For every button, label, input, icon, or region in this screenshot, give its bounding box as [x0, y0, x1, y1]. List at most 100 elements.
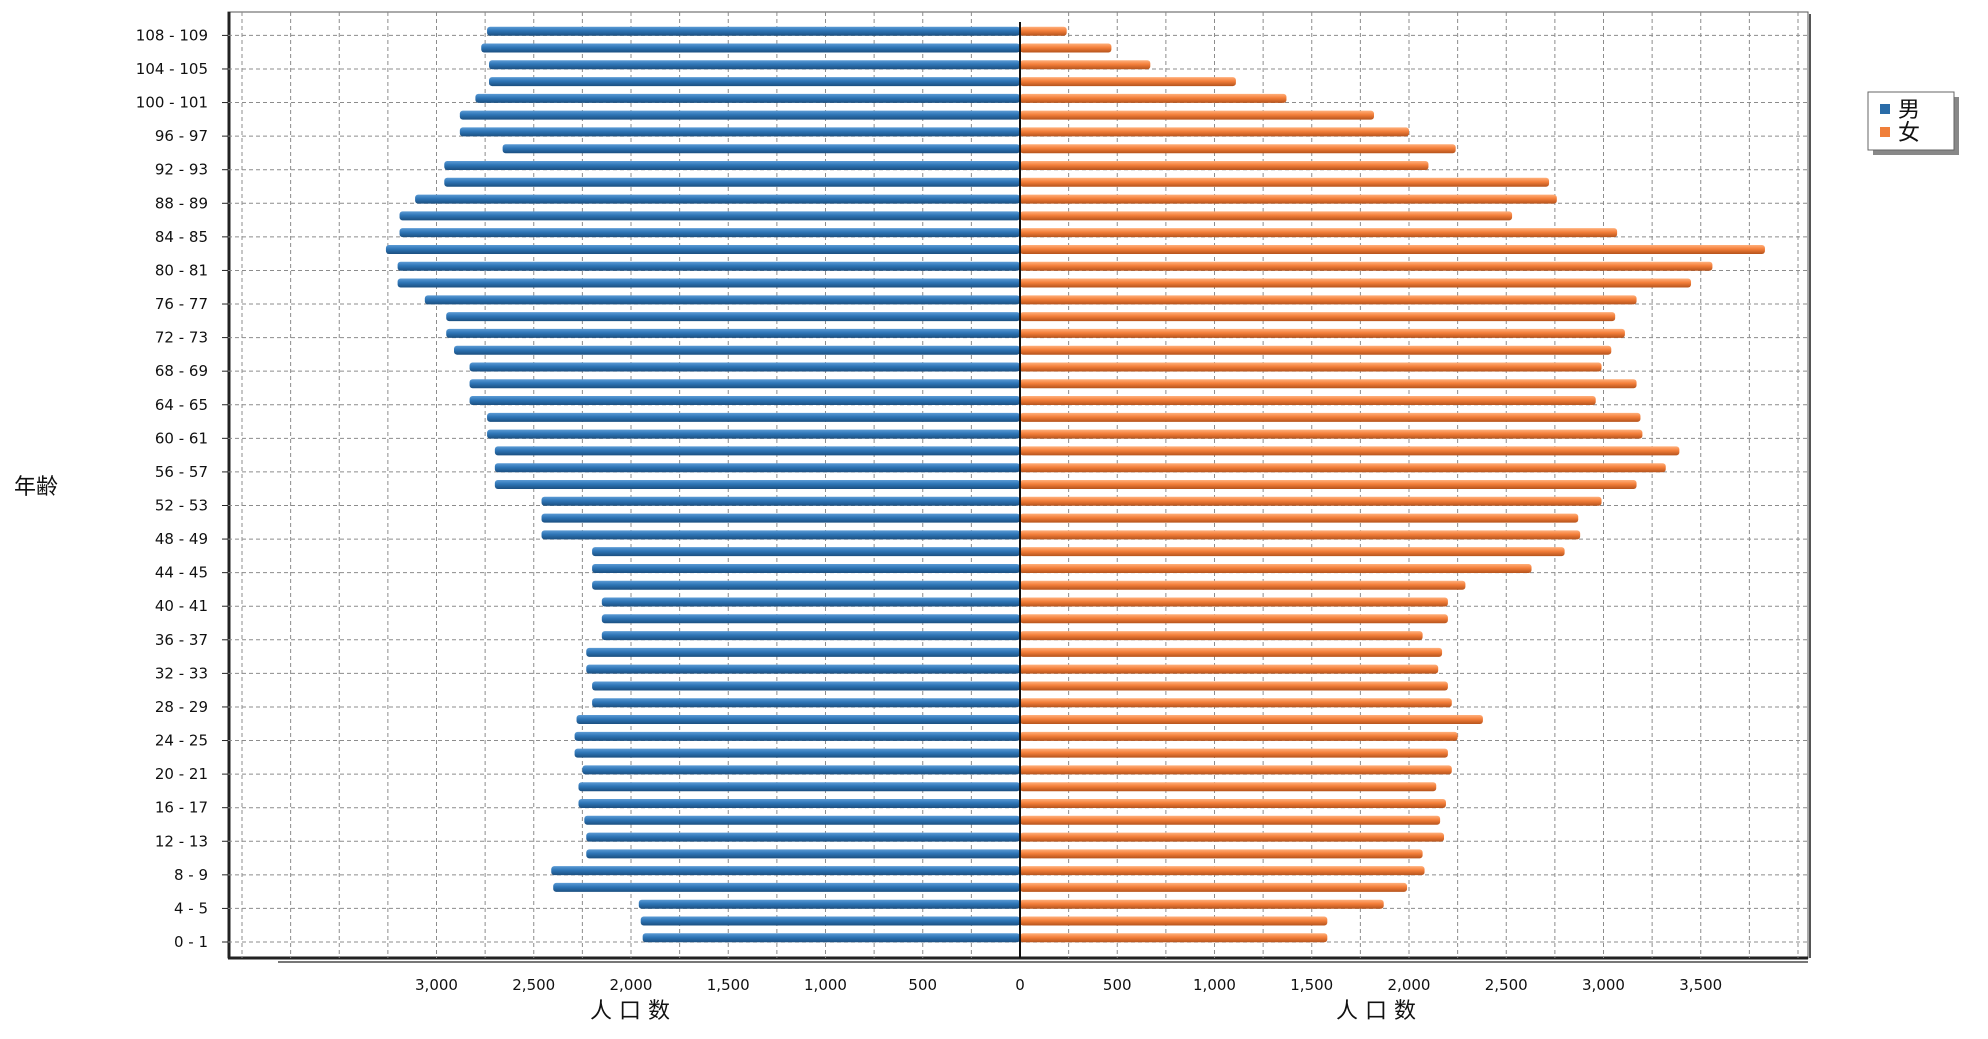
bar-female — [1020, 580, 1466, 590]
y-tick-labels: 0 - 1 4 - 5 8 - 9 12 - 13 16 - 17 20 - 21 24 -… — [136, 26, 228, 951]
bar-female — [1020, 60, 1151, 70]
bar-male — [638, 899, 1020, 909]
bar-male — [397, 261, 1021, 271]
x-tick-label: 3,000 — [1582, 976, 1625, 994]
bar-female — [1020, 698, 1452, 708]
y-tick-label: 16 - 17 — [155, 799, 208, 817]
bar-female — [1020, 312, 1616, 322]
bar-female — [1020, 177, 1550, 187]
bar-female — [1020, 396, 1596, 406]
bar-female — [1020, 110, 1374, 120]
bar-male — [578, 782, 1020, 792]
y-tick-label: 52 - 53 — [155, 496, 208, 514]
bar-male — [586, 664, 1020, 674]
x-tick-label: 500 — [908, 976, 937, 994]
bar-male — [469, 396, 1020, 406]
bar-male — [541, 513, 1020, 523]
y-tick-label: 44 - 45 — [155, 564, 208, 582]
y-tick-label: 76 - 77 — [155, 295, 208, 313]
bar-female — [1020, 899, 1384, 909]
bar-male — [459, 127, 1021, 137]
bar-male — [586, 832, 1020, 842]
bar-female — [1020, 295, 1637, 305]
y-tick-label: 28 - 29 — [155, 698, 208, 716]
x-tick-label: 500 — [1103, 976, 1132, 994]
bar-female — [1020, 530, 1581, 540]
bar-male — [601, 614, 1020, 624]
y-tick-label: 8 - 9 — [174, 866, 208, 884]
bar-male — [494, 480, 1021, 489]
y-tick-label: 100 - 101 — [136, 94, 208, 112]
x-tick-label: 1,000 — [804, 976, 847, 994]
bar-male — [489, 60, 1020, 70]
legend-box — [1867, 91, 1955, 151]
x-tick-label: 1,000 — [1193, 976, 1236, 994]
legend-swatch-male — [1880, 104, 1890, 114]
y-tick-label: 104 - 105 — [136, 60, 208, 78]
bar-male — [592, 563, 1020, 573]
bar-female — [1020, 933, 1328, 943]
y-tick-label: 72 - 73 — [155, 329, 208, 347]
bar-female — [1020, 849, 1423, 859]
bar-male — [640, 916, 1020, 926]
y-axis-title: 年齢 — [14, 475, 58, 500]
y-tick-label: 0 - 1 — [174, 933, 208, 951]
bar-female — [1020, 362, 1602, 372]
bar-male — [487, 412, 1020, 422]
bar-male — [459, 110, 1021, 120]
bar-female — [1020, 681, 1448, 691]
y-tick-label: 56 - 57 — [155, 463, 208, 481]
bar-female — [1020, 429, 1643, 439]
bar-female — [1020, 882, 1408, 892]
bar-female — [1020, 244, 1765, 254]
bar-female — [1020, 211, 1513, 221]
y-tick-label: 32 - 33 — [155, 664, 208, 682]
bar-male — [601, 631, 1020, 641]
bar-female — [1020, 278, 1692, 288]
y-tick-label: 96 - 97 — [155, 127, 208, 145]
y-tick-label: 60 - 61 — [155, 429, 208, 447]
bar-female — [1020, 765, 1452, 775]
bar-female — [1020, 563, 1532, 573]
bar-male — [601, 597, 1020, 607]
x-tick-label: 2,000 — [1388, 976, 1431, 994]
bar-female — [1020, 798, 1446, 808]
x-tick-label: 3,500 — [1679, 976, 1722, 994]
x-tick-label: 1,500 — [1290, 976, 1333, 994]
bar-male — [576, 715, 1020, 725]
bar-male — [584, 815, 1020, 825]
bar-male — [586, 849, 1020, 859]
x-axis-title-right: 人 口 数 — [1336, 999, 1416, 1024]
bar-male — [592, 580, 1020, 590]
bar-female — [1020, 446, 1680, 456]
bar-female — [1020, 345, 1612, 355]
bar-male — [553, 882, 1020, 892]
y-tick-label: 12 - 13 — [155, 832, 208, 850]
bar-female — [1020, 715, 1483, 725]
bar-female — [1020, 664, 1439, 674]
bar-male — [642, 933, 1020, 943]
y-tick-label: 108 - 109 — [136, 26, 208, 44]
bar-female — [1020, 647, 1443, 657]
legend-swatch-female — [1880, 127, 1890, 137]
bar-female — [1020, 547, 1565, 557]
bar-female — [1020, 26, 1067, 36]
x-tick-labels: 3,000 2,500 2,000 1,500 1,000 500 0 500 1,000 1,5… — [415, 976, 1722, 994]
bar-male — [551, 866, 1020, 876]
bar-female — [1020, 261, 1713, 271]
y-tick-label: 88 - 89 — [155, 194, 208, 212]
bar-female — [1020, 731, 1458, 741]
bar-series — [385, 26, 1765, 943]
bar-female — [1020, 463, 1666, 473]
y-tick-label: 92 - 93 — [155, 161, 208, 179]
y-tick-label: 24 - 25 — [155, 732, 208, 750]
x-tick-label: 2,000 — [610, 976, 653, 994]
x-tick-label: 2,500 — [512, 976, 555, 994]
bar-male — [397, 278, 1021, 288]
y-tick-label: 80 - 81 — [155, 261, 208, 279]
x-tick-label: 1,500 — [707, 976, 750, 994]
bar-female — [1020, 127, 1409, 137]
bar-male — [481, 43, 1020, 53]
bar-male — [574, 748, 1020, 758]
